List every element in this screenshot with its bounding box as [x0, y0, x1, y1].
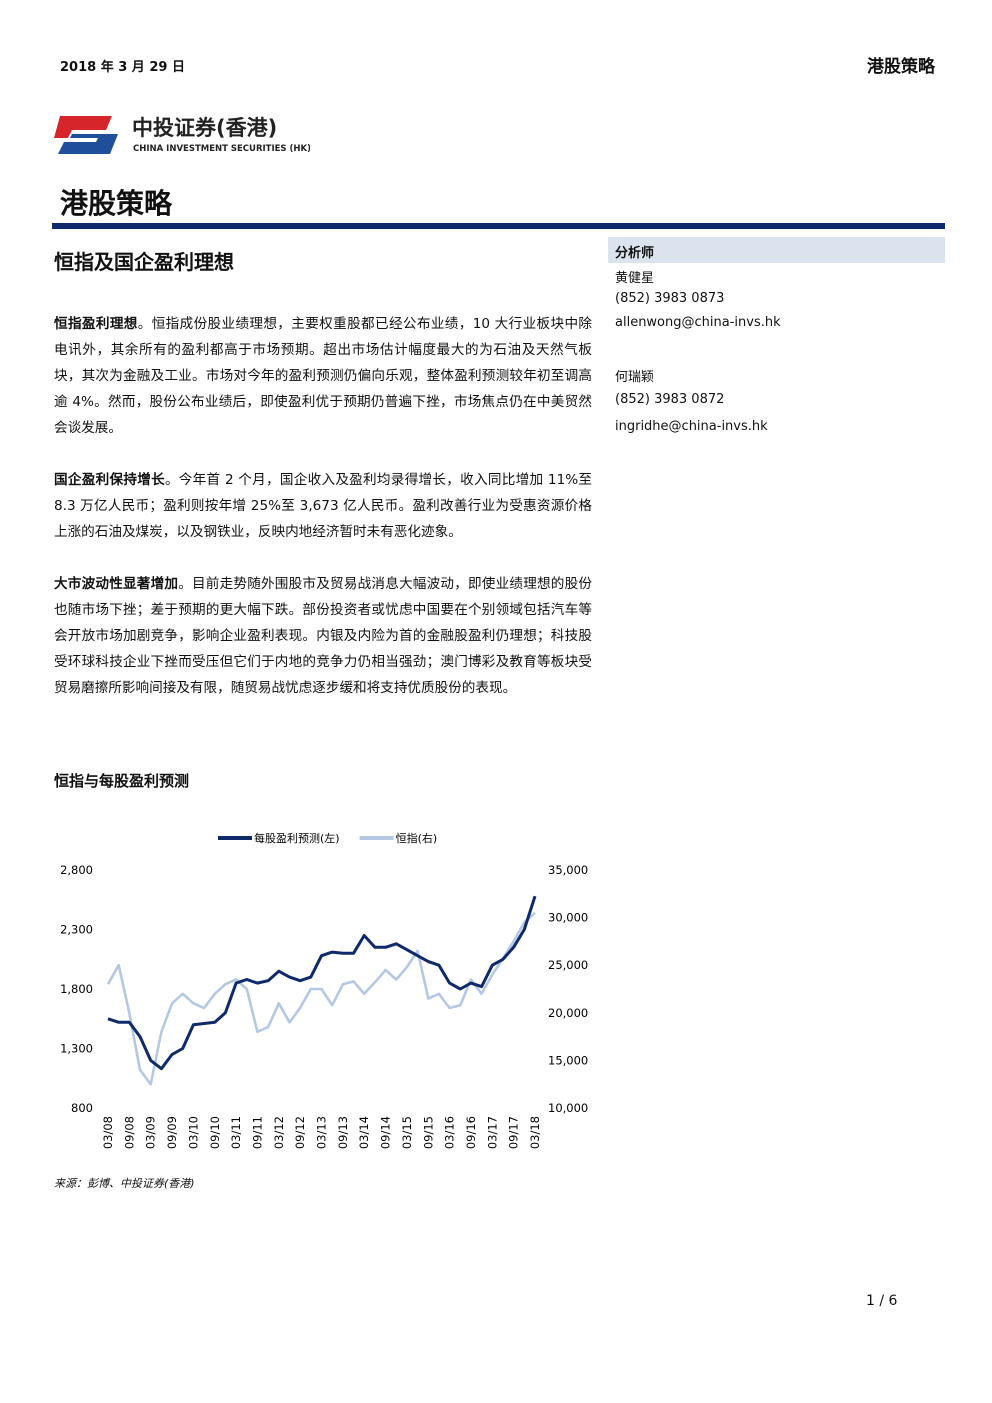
- x-tick-label: 03/13: [315, 1116, 329, 1149]
- x-tick-label: 03/10: [186, 1116, 200, 1149]
- y-tick-label: 10,000: [548, 1101, 588, 1115]
- x-tick-label: 03/14: [357, 1116, 371, 1149]
- y-tick-label: 15,000: [548, 1053, 588, 1067]
- paragraph: 大市波动性显著增加。目前走势随外围股市及贸易战消息大幅波动，即使业绩理想的股份也…: [54, 571, 592, 701]
- sidebar-heading-box: [608, 237, 945, 263]
- y-tick-label: 35,000: [548, 863, 588, 877]
- header-section: 港股策略: [867, 57, 935, 77]
- paragraph-text: 。今年首 2 个月，国企收入及盈利均录得增长，收入同比增加 11%至 8.3 万…: [54, 472, 592, 540]
- page-title: 港股策略: [60, 187, 173, 220]
- x-tick-label: 03/08: [101, 1116, 115, 1149]
- x-tick-label: 03/11: [229, 1116, 243, 1149]
- chart-title: 恒指与每股盈利预测: [54, 772, 190, 790]
- legend-label: 恒指(右): [396, 831, 438, 845]
- x-tick-label: 03/12: [272, 1116, 286, 1149]
- x-tick-label: 09/15: [421, 1116, 435, 1149]
- analyst-email: allenwong@china-invs.hk: [615, 315, 781, 330]
- paragraph-text: 。恒指成份股业绩理想，主要权重股都已经公布业绩，10 大行业板块中除电讯外，其余…: [54, 316, 593, 436]
- x-tick-label: 09/14: [379, 1116, 393, 1149]
- source-note: 来源：彭博、中投证券(香港): [54, 1177, 195, 1190]
- y-tick-label: 1,800: [60, 982, 93, 996]
- analyst-phone: (852) 3983 0873: [615, 291, 725, 306]
- analyst-email: ingridhe@china-invs.hk: [615, 419, 768, 434]
- paragraph-lead: 国企盈利保持增长: [54, 472, 165, 488]
- chart: 800 1,300 1,800 2,300 2,800 10,000 15,000 20,00…: [60, 831, 588, 1149]
- paragraph-lead: 大市波动性显著增加: [54, 576, 179, 592]
- x-tick-label: 09/13: [336, 1116, 350, 1149]
- x-tick-label: 03/17: [485, 1116, 499, 1149]
- sidebar-heading: 分析师: [615, 246, 655, 261]
- logo-english: CHINA INVESTMENT SECURITIES (HK): [133, 144, 310, 154]
- x-tick-label: 03/09: [144, 1116, 158, 1149]
- title-rule: [52, 223, 945, 229]
- paragraph: 恒指盈利理想。恒指成份股业绩理想，主要权重股都已经公布业绩，10 大行业板块中除…: [54, 311, 592, 441]
- x-tick-label: 09/16: [464, 1116, 478, 1149]
- x-tick-label: 09/11: [250, 1116, 264, 1149]
- x-tick-label: 03/15: [400, 1116, 414, 1149]
- x-tick-label: 03/18: [528, 1116, 542, 1149]
- legend-label: 每股盈利预测(左): [254, 831, 340, 845]
- paragraph: 国企盈利保持增长。今年首 2 个月，国企收入及盈利均录得增长，收入同比增加 11…: [54, 467, 592, 545]
- y-tick-label: 25,000: [548, 958, 588, 972]
- paragraph-text: 。目前走势随外围股市及贸易战消息大幅波动，即使业绩理想的股份也随市场下挫；差于预…: [54, 576, 592, 696]
- series-line: [106, 911, 536, 1086]
- y-tick-label: 30,000: [548, 911, 588, 925]
- subtitle: 恒指及国企盈利理想: [54, 250, 234, 274]
- x-tick-label: 03/16: [443, 1116, 457, 1149]
- x-tick-label: 09/08: [122, 1116, 136, 1149]
- series-line: [107, 895, 537, 1071]
- analyst-name: 何瑞颖: [615, 370, 655, 385]
- y-tick-label: 2,300: [60, 923, 93, 937]
- page-number: 1 / 6: [866, 1293, 898, 1309]
- paragraph-lead: 恒指盈利理想: [54, 316, 138, 332]
- x-tick-label: 09/17: [507, 1116, 521, 1149]
- x-tick-label: 09/09: [165, 1116, 179, 1149]
- y-tick-label: 2,800: [60, 863, 93, 877]
- logo: 中投证券(香港) CHINA INVESTMENT SECURITIES (HK…: [54, 116, 310, 154]
- analyst-name: 黄健星: [615, 271, 655, 286]
- y-tick-label: 1,300: [60, 1042, 93, 1056]
- x-tick-label: 09/12: [293, 1116, 307, 1149]
- y-tick-label: 20,000: [548, 1006, 588, 1020]
- x-tick-label: 09/10: [208, 1116, 222, 1149]
- analyst-phone: (852) 3983 0872: [615, 392, 725, 407]
- logo-name: 中投证券(香港): [132, 116, 277, 140]
- y-tick-label: 800: [71, 1101, 93, 1115]
- date: 2018 年 3 月 29 日: [60, 60, 185, 75]
